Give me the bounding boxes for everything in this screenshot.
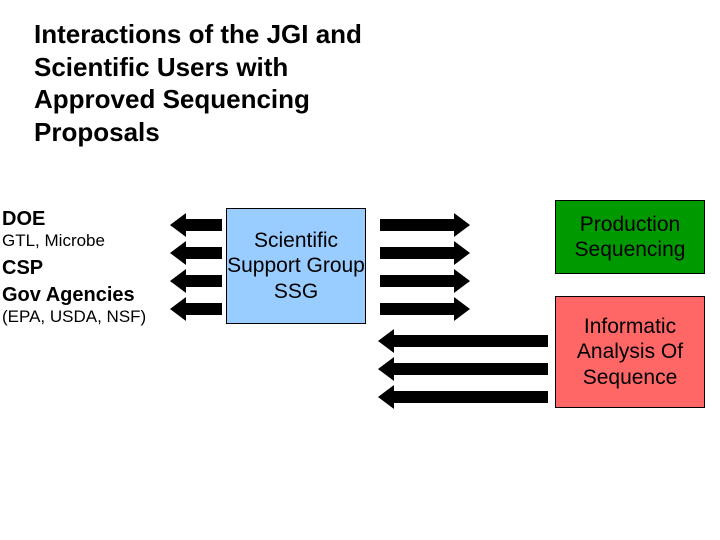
arrow-left_group-2 (170, 272, 222, 290)
arrow-mid_group-2 (380, 272, 470, 290)
ssg-box: Scientific Support Group SSG (226, 208, 366, 324)
informatic-box: Informatic Analysis Of Sequence (555, 296, 705, 408)
prod-box-text: Production Sequencing (556, 212, 704, 262)
arrow-left_group-3 (170, 300, 222, 318)
label-gov: Gov Agencies (2, 284, 182, 307)
label-csp: CSP (2, 257, 182, 280)
arrow-right_group-1 (378, 360, 548, 378)
production-box: Production Sequencing (555, 200, 705, 274)
ssg-box-text: Scientific Support Group SSG (227, 228, 365, 304)
page-title: Interactions of the JGI and Scientific U… (34, 18, 394, 148)
label-epa: (EPA, USDA, NSF) (2, 307, 182, 327)
arrow-right_group-0 (378, 332, 548, 350)
label-gtl: GTL, Microbe (2, 231, 182, 251)
arrow-left_group-0 (170, 216, 222, 234)
label-doe: DOE (2, 208, 182, 231)
info-box-text: Informatic Analysis Of Sequence (556, 314, 704, 390)
arrow-right_group-2 (378, 388, 548, 406)
arrow-mid_group-1 (380, 244, 470, 262)
arrow-mid_group-0 (380, 216, 470, 234)
arrow-left_group-1 (170, 244, 222, 262)
left-label-group: DOE GTL, Microbe CSP Gov Agencies (EPA, … (2, 208, 182, 326)
arrow-mid_group-3 (380, 300, 470, 318)
